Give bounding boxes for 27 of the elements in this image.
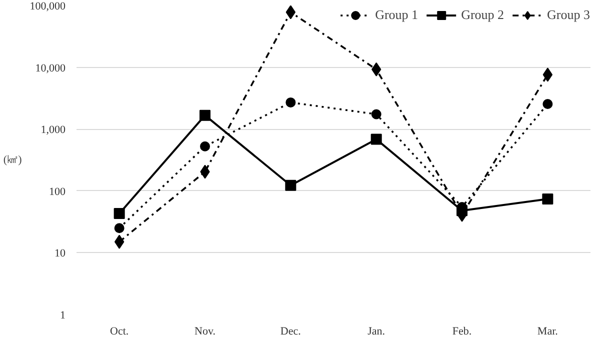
y-tick-label: 10,000 [35, 62, 66, 74]
y-axis-title: (㎢) [3, 154, 22, 166]
y-tick-label: 100,000 [30, 0, 66, 12]
point [542, 98, 553, 109]
point [370, 134, 382, 145]
point [542, 193, 554, 204]
y-tick-label: 1,000 [40, 124, 66, 136]
point [285, 180, 296, 191]
point [286, 97, 296, 108]
point [200, 141, 210, 152]
x-tick-label: Feb. [452, 326, 472, 338]
point [371, 109, 382, 120]
legend-label: Group 2 [461, 7, 504, 23]
legend-label: Group 1 [375, 7, 418, 23]
point [200, 110, 210, 121]
x-tick-label: Jan. [368, 326, 386, 338]
x-tick-label: Oct. [110, 326, 129, 338]
legend-label: Group 3 [547, 7, 590, 23]
x-tick-label: Nov. [194, 326, 216, 338]
x-tick-label: Dec. [280, 326, 302, 338]
point [114, 208, 125, 220]
y-tick-label: 10 [54, 248, 66, 260]
point [286, 6, 296, 20]
point [114, 223, 124, 234]
y-tick-label: 1 [60, 310, 66, 322]
x-tick-label: Mar. [537, 326, 558, 338]
y-tick-label: 100 [49, 186, 66, 198]
